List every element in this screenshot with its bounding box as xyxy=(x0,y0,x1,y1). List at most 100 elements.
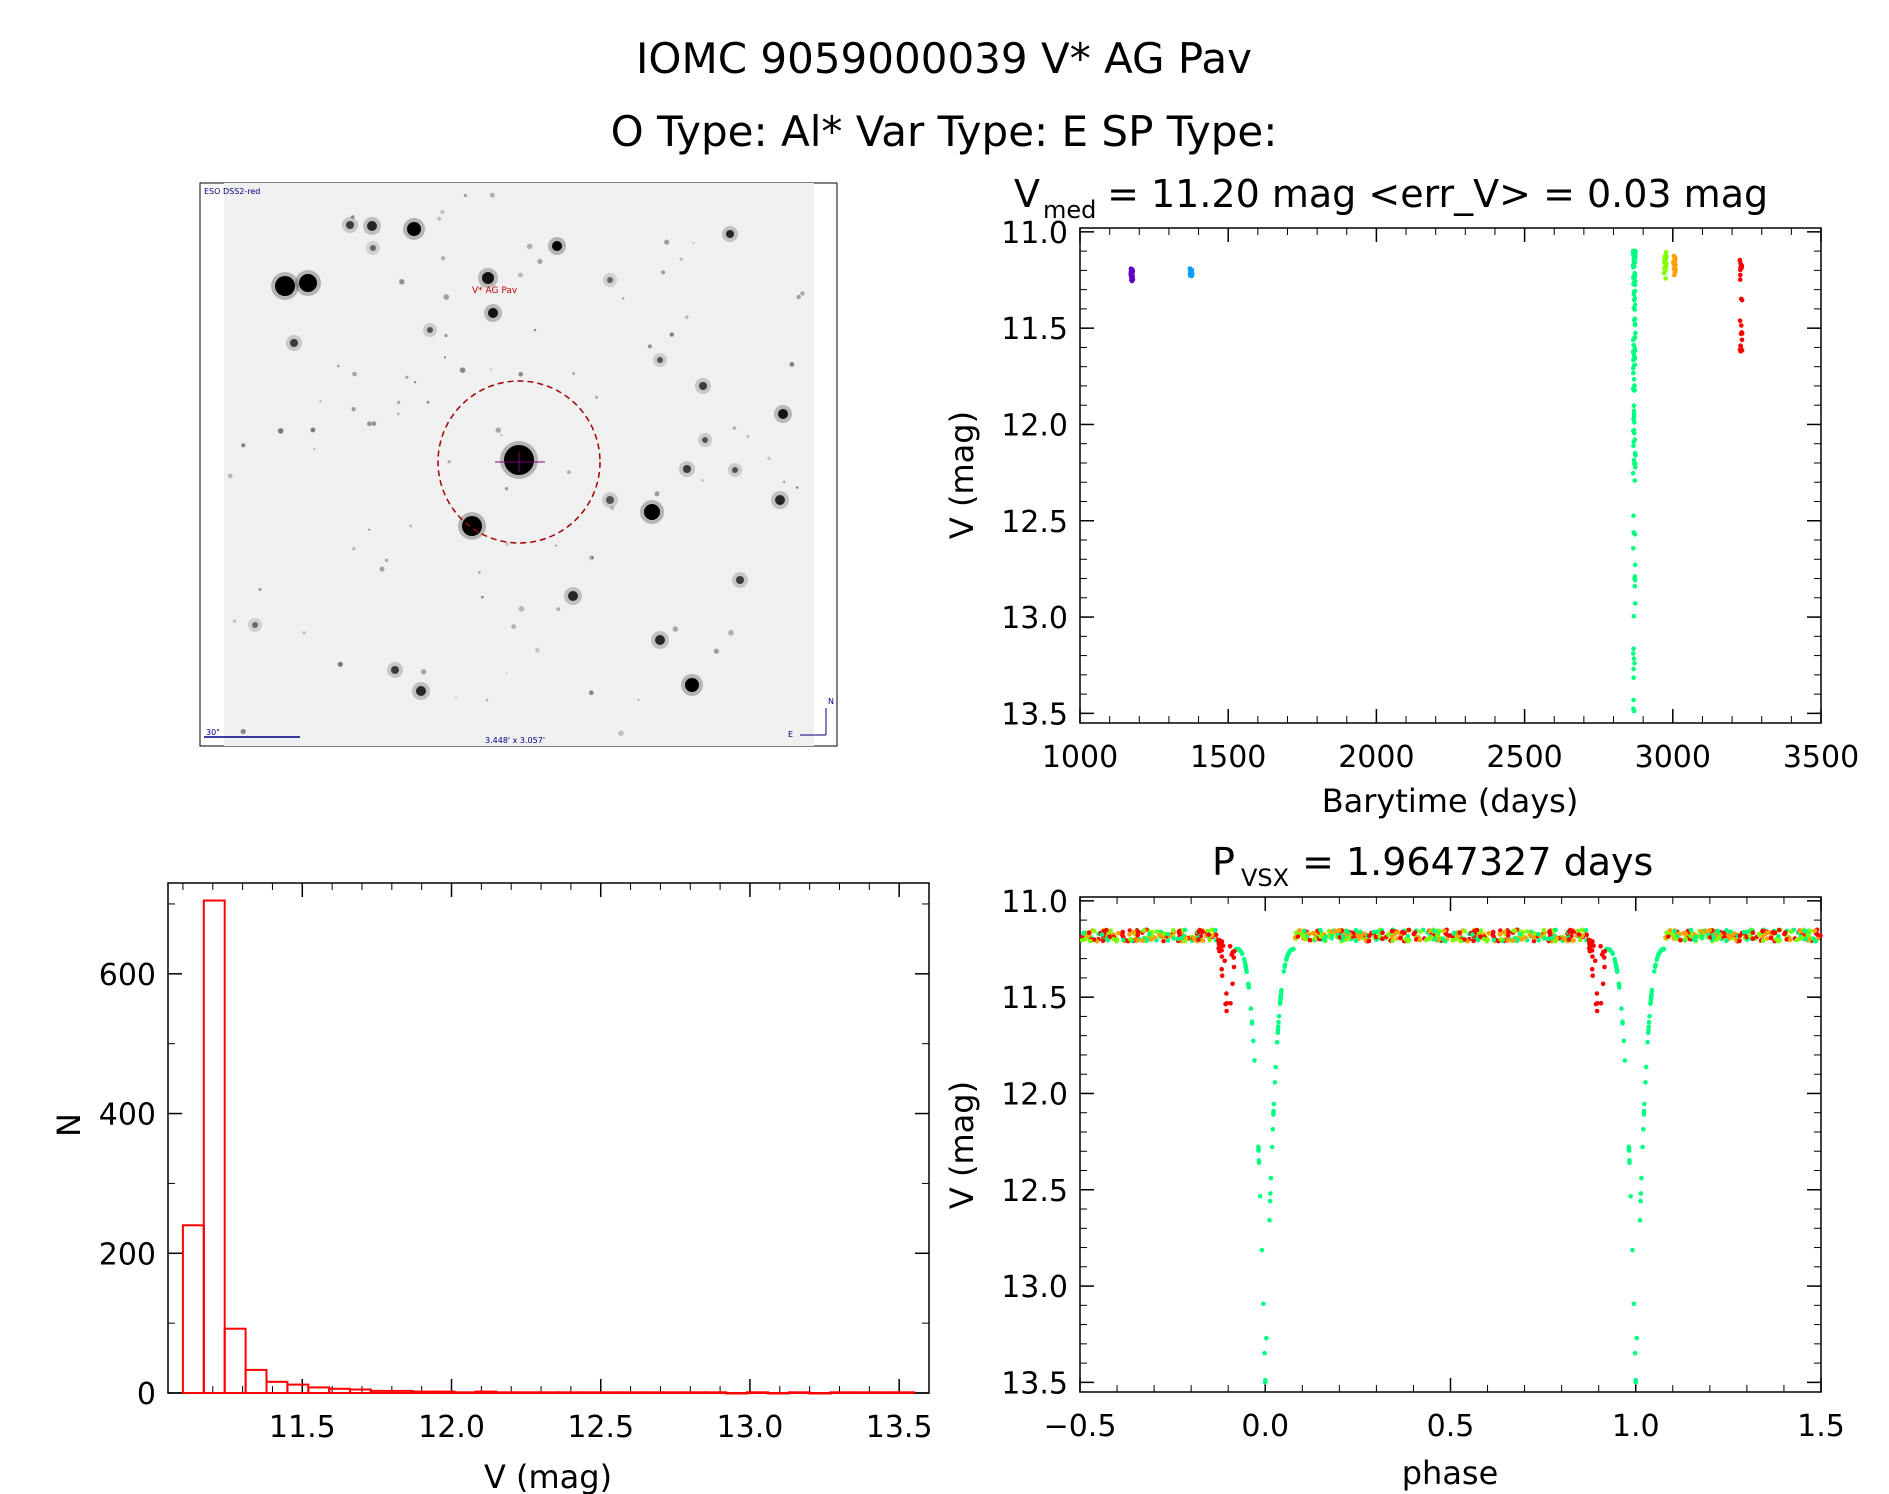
phase-point xyxy=(1470,932,1475,937)
finder-faint-star xyxy=(500,433,503,437)
x-tick-label: 1.5 xyxy=(1797,1409,1845,1444)
finder-faint-star xyxy=(490,192,495,198)
phase-point xyxy=(1815,932,1820,937)
phase-point xyxy=(1182,938,1188,944)
phase-point xyxy=(1672,928,1678,934)
phase-point xyxy=(1510,938,1516,943)
phase-point xyxy=(1405,933,1411,939)
phase-point xyxy=(1664,930,1669,936)
finder-faint-star xyxy=(664,239,670,245)
phase-point xyxy=(1257,1194,1263,1199)
phase-point xyxy=(1390,938,1395,943)
phase-point xyxy=(1567,929,1572,935)
phase-point xyxy=(1577,937,1583,943)
phase-point xyxy=(1673,936,1678,942)
x-tick-label: 1.0 xyxy=(1612,1409,1660,1444)
finder-faint-star xyxy=(350,215,355,219)
phase-point xyxy=(1561,935,1567,941)
phase-point xyxy=(1219,954,1225,959)
phase-point xyxy=(1646,1024,1651,1030)
phase-point xyxy=(1149,937,1154,942)
finder-star xyxy=(726,230,734,238)
phase-point xyxy=(1081,930,1086,936)
phase-point xyxy=(1630,1247,1635,1253)
phase-point xyxy=(1432,936,1438,942)
phase-point xyxy=(1451,930,1457,936)
y-tick-label: 12.5 xyxy=(1001,505,1068,540)
phase-point xyxy=(1182,927,1188,933)
phase-point xyxy=(1152,935,1158,940)
phase-point xyxy=(1165,938,1171,943)
y-tick-label: 11.0 xyxy=(1001,216,1068,251)
finder-star xyxy=(370,245,376,251)
lc-point-4 xyxy=(1661,270,1667,276)
phase-point xyxy=(1165,931,1171,937)
lightcurve-points xyxy=(1128,248,1745,714)
phased-title-main: P xyxy=(1212,840,1235,884)
lc-point-3 xyxy=(1631,513,1636,518)
phase-point xyxy=(1641,1127,1646,1132)
hist-bar xyxy=(432,1390,456,1394)
phase-point xyxy=(1506,929,1511,935)
phase-point xyxy=(1273,1064,1278,1070)
lc-point-1 xyxy=(1129,267,1134,272)
phase-point xyxy=(1313,931,1318,937)
phase-point xyxy=(1279,987,1284,993)
phase-point xyxy=(1175,936,1181,942)
phase-point xyxy=(1269,1144,1275,1150)
lc-point-3 xyxy=(1631,613,1637,619)
finder-faint-star xyxy=(672,626,679,632)
phase-point xyxy=(1632,1350,1638,1356)
lc-point-6 xyxy=(1739,348,1745,353)
finder-star xyxy=(367,221,377,231)
figure-title: IOMC 9059000039 V* AG Pav xyxy=(636,34,1252,83)
phase-point xyxy=(1475,938,1481,943)
phase-point xyxy=(1160,935,1166,940)
phase-point xyxy=(1486,930,1492,936)
phase-point xyxy=(1641,1112,1647,1117)
phase-point xyxy=(1091,928,1097,934)
phase-point xyxy=(1570,929,1576,935)
finder-faint-star xyxy=(440,210,445,214)
phase-point xyxy=(1598,944,1603,949)
lightcurve-ticks: 1000 1500 2000 2500 3000 3500 11.0 11.5 12.0 12.5… xyxy=(1001,216,1859,775)
phase-point xyxy=(1271,1101,1277,1107)
lc-point-3 xyxy=(1632,356,1638,361)
phase-point xyxy=(1423,937,1429,943)
x-tick-label: 13.5 xyxy=(866,1410,933,1445)
phase-point xyxy=(1453,937,1459,942)
phase-point xyxy=(1435,933,1440,938)
hist-bar xyxy=(850,1391,874,1395)
lc-point-3 xyxy=(1632,532,1638,537)
lc-point-3 xyxy=(1633,464,1638,470)
phase-point xyxy=(1737,938,1742,944)
phase-point xyxy=(1782,931,1787,937)
finder-faint-star xyxy=(647,344,652,349)
hist-bar xyxy=(808,1392,832,1395)
lc-point-3 xyxy=(1631,675,1636,680)
lc-point-3 xyxy=(1631,265,1636,270)
phase-point xyxy=(1802,928,1807,934)
finder-faint-star xyxy=(526,243,533,250)
phase-point xyxy=(1389,928,1395,934)
hist-bar xyxy=(286,1383,310,1394)
lc-point-3 xyxy=(1631,408,1637,414)
phase-point xyxy=(1638,1198,1643,1204)
finder-faint-star xyxy=(485,699,489,702)
phase-point xyxy=(1161,938,1166,944)
lightcurve-xlabel: Barytime (days) xyxy=(1322,782,1579,820)
finder-faint-star xyxy=(351,407,356,412)
finder-faint-star xyxy=(692,242,695,245)
phase-point xyxy=(1491,937,1497,943)
finder-star xyxy=(462,516,482,536)
phase-point xyxy=(1275,1030,1281,1035)
phase-point xyxy=(1594,1008,1600,1014)
phased-ylabel: V (mag) xyxy=(943,1081,981,1209)
phase-point xyxy=(1130,930,1136,935)
phase-point xyxy=(1104,927,1109,933)
phase-point xyxy=(1295,934,1301,939)
phase-point xyxy=(1171,928,1176,933)
finder-faint-star xyxy=(399,279,405,285)
lc-point-6 xyxy=(1737,318,1743,324)
phase-point xyxy=(1654,957,1660,962)
